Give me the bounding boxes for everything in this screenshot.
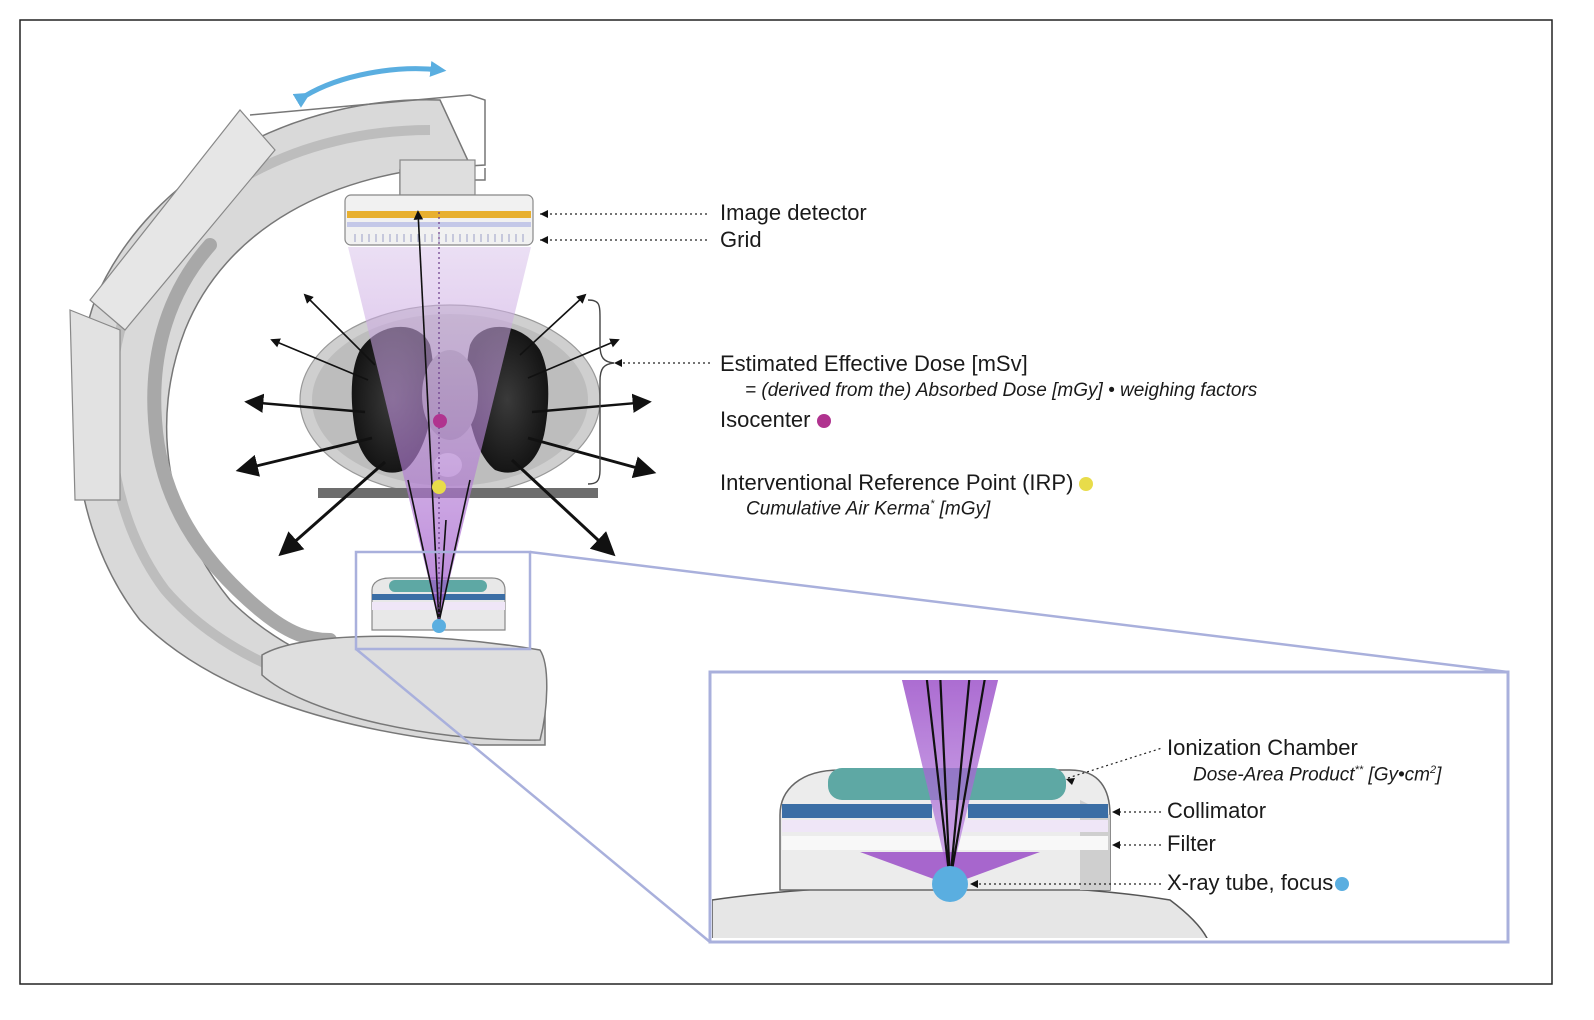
zoom-panel — [708, 670, 1510, 944]
xray-beam — [348, 247, 531, 622]
collimator-label: Collimator — [1167, 798, 1267, 823]
xray-tube-label: X-ray tube, focus — [1167, 870, 1350, 896]
focus-legend-dot-icon — [1335, 877, 1350, 891]
leader-lines — [540, 213, 1163, 885]
image-detector-label: Image detector — [720, 200, 867, 225]
focus-dot-icon — [432, 619, 446, 633]
irp-text: Interventional Reference Point (IRP) — [720, 470, 1074, 495]
isocenter-text: Isocenter — [720, 407, 811, 432]
air-kerma-label: Cumulative Air Kerma* [mGy] — [746, 498, 991, 520]
rotation-arrow-icon — [292, 60, 447, 108]
zoom-source-box — [354, 550, 532, 651]
isocenter-legend-dot-icon — [816, 414, 831, 428]
irp-dot-icon — [432, 480, 446, 494]
effective-dose-sublabel: = (derived from the) Absorbed Dose [mGy]… — [745, 380, 1258, 401]
ion-chamber-label: Ionization Chamber — [1167, 735, 1358, 760]
irp-legend-dot-icon — [1079, 477, 1094, 491]
filter-label: Filter — [1167, 831, 1216, 856]
isocenter-dot-icon — [433, 414, 447, 428]
irp-label: Interventional Reference Point (IRP) — [720, 470, 1094, 496]
scatter-radiation — [235, 293, 657, 557]
xray-tube-text: X-ray tube, focus — [1167, 870, 1334, 895]
effective-dose-label: Estimated Effective Dose [mSv] — [720, 351, 1028, 376]
dap-label: Dose-Area Product** [Gy•cm2] — [1193, 764, 1442, 786]
grid-label: Grid — [720, 227, 762, 252]
isocenter-label: Isocenter — [720, 407, 831, 433]
image-detector — [344, 194, 534, 246]
